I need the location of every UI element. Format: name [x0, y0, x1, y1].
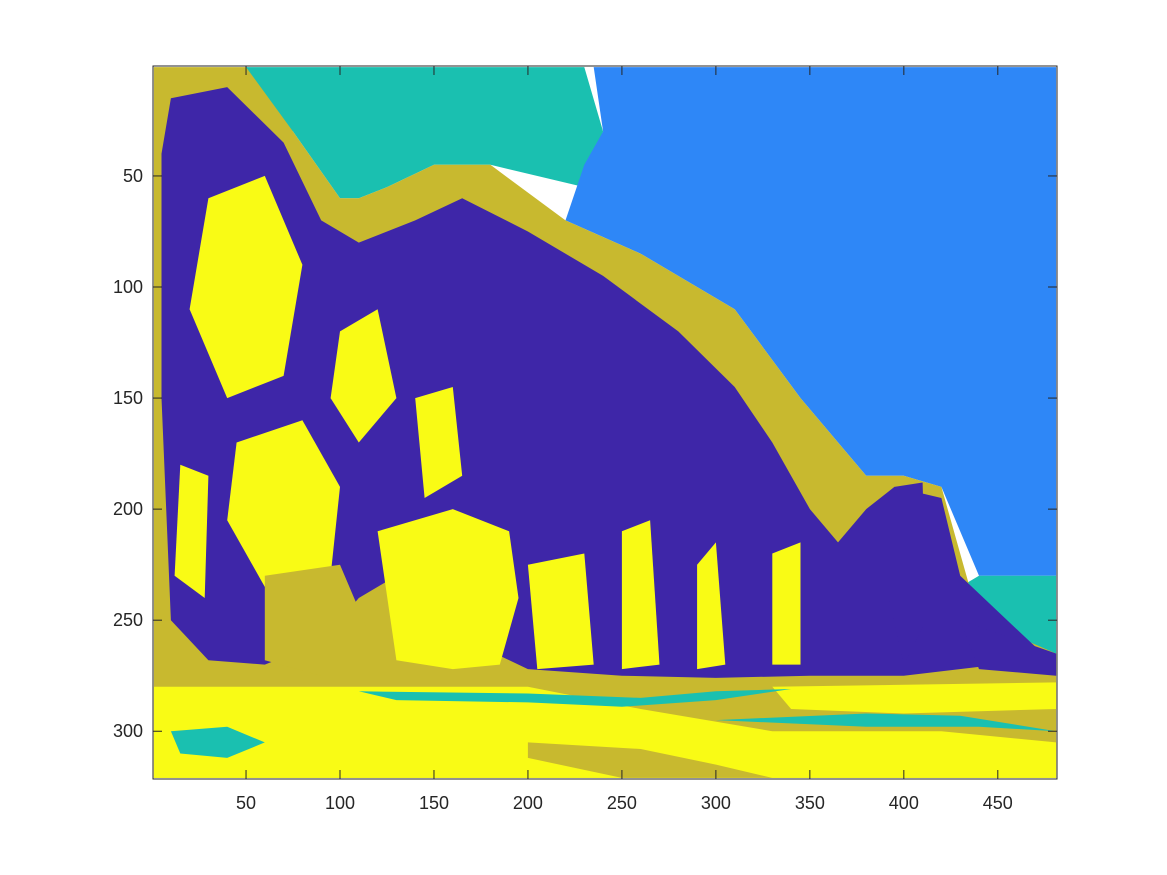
segment-region-23 [960, 620, 1057, 676]
x-tick-label: 50 [236, 793, 256, 813]
x-tick-label: 250 [607, 793, 637, 813]
segmentation-image [153, 67, 1057, 778]
x-tick-label: 350 [795, 793, 825, 813]
segment-region-13 [415, 387, 463, 498]
segment-region-5 [377, 509, 519, 670]
x-tick-label: 100 [325, 793, 355, 813]
x-tick-label: 150 [419, 793, 449, 813]
x-axis: 50 100 150 200 250 300 350 400 450 [236, 66, 1013, 813]
segment-region-21 [264, 564, 369, 676]
y-tick-label: 250 [113, 610, 143, 630]
x-tick-label: 300 [701, 793, 731, 813]
axes-box [152, 65, 1058, 780]
segment-region-12 [330, 309, 397, 443]
segment-region-9 [772, 542, 801, 665]
segment-region-8 [697, 542, 726, 670]
y-axis: 50 100 150 200 250 300 [113, 166, 1057, 741]
y-tick-label: 200 [113, 499, 143, 519]
segment-region-6 [527, 553, 594, 670]
x-tick-label: 450 [983, 793, 1013, 813]
segment-region-11 [227, 420, 340, 587]
x-tick-label: 200 [513, 793, 543, 813]
y-tick-label: 50 [123, 166, 143, 186]
segment-region-19 [170, 726, 265, 758]
segment-region-15 [153, 686, 1057, 778]
segment-region-20 [527, 742, 773, 778]
segment-region-14 [174, 464, 209, 598]
segment-region-22 [888, 482, 927, 665]
segment-region-7 [621, 520, 660, 670]
y-tick-label: 100 [113, 277, 143, 297]
segment-region-16 [772, 682, 1057, 714]
segment-region-18 [715, 713, 1057, 732]
segment-region-4 [161, 87, 1036, 678]
segment-region-1 [565, 67, 1057, 576]
y-tick-label: 300 [113, 721, 143, 741]
segment-region-0 [246, 67, 604, 199]
segment-region-17 [358, 689, 792, 707]
segment-region-10 [189, 175, 303, 399]
y-tick-label: 150 [113, 388, 143, 408]
x-tick-label: 400 [889, 793, 919, 813]
